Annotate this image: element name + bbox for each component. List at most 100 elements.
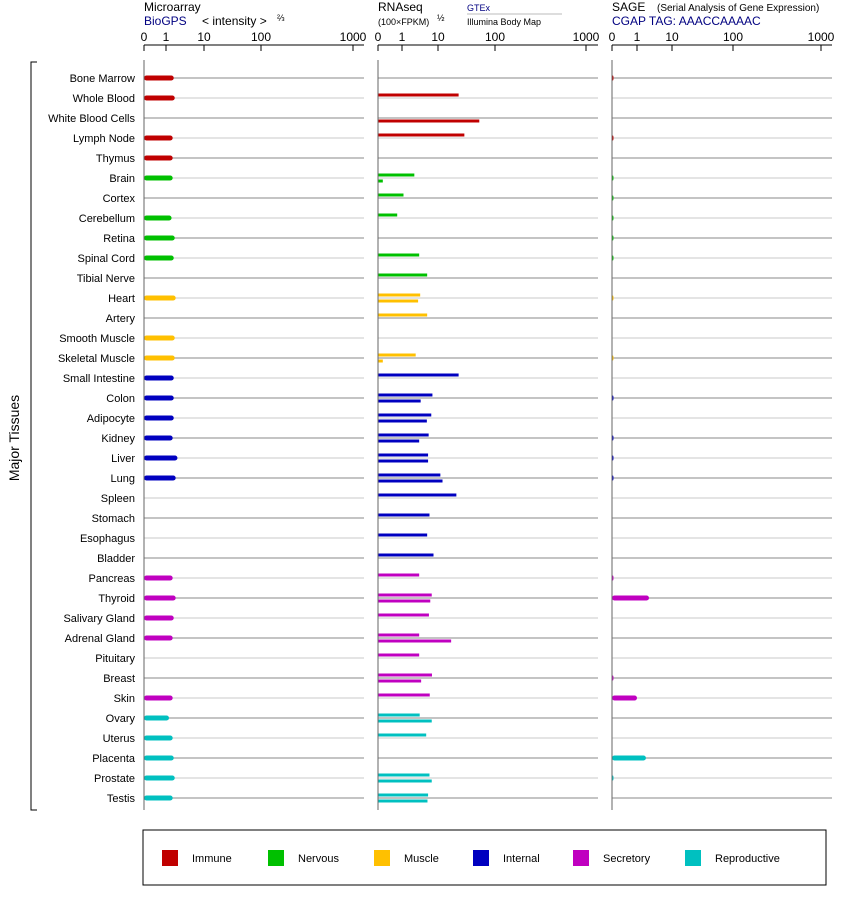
microarray-bar	[144, 375, 174, 381]
expression-bars	[144, 75, 649, 803]
rnaseq-ibm-bar	[378, 479, 443, 483]
y-axis-label: Major Tissues	[6, 395, 22, 481]
rnaseq-gtex-bar	[378, 373, 459, 377]
tissue-label-small-intestine: Small Intestine	[63, 373, 135, 385]
rnaseq-ibm-bar	[378, 779, 432, 783]
scale-tick-label: 10	[431, 30, 445, 44]
rnaseq-ibm-bar	[378, 299, 419, 303]
rnaseq-gtex-bar	[378, 773, 430, 777]
legend-box	[142, 829, 827, 886]
rnaseq-gtex-bar	[378, 313, 428, 317]
rnaseq-gtex-bar	[378, 793, 429, 797]
legend-swatch-internal	[473, 850, 489, 866]
rnaseq-gtex-bar	[378, 253, 420, 257]
tissue-label-retina: Retina	[103, 233, 136, 245]
rnaseq-gtex-bar	[378, 353, 416, 357]
legend-label-immune: Immune	[192, 853, 232, 865]
rnaseq-title: RNAseq	[378, 0, 423, 14]
tissue-labels: Bone Marrow Whole Blood White Blood Cells L…	[6, 61, 136, 811]
tissue-label-lung: Lung	[111, 473, 135, 485]
tissue-label-ovary: Ovary	[106, 713, 136, 725]
sage-title: SAGE	[612, 0, 645, 14]
rnaseq-ibm-bar	[378, 439, 420, 443]
rnaseq-scale-label: (100×FPKM)	[378, 17, 429, 27]
rnaseq-gtex-bar	[378, 433, 429, 437]
rnaseq-ibm-bar	[378, 679, 422, 683]
rnaseq-gtex-bar	[378, 513, 430, 517]
tissue-bracket	[30, 61, 37, 811]
microarray-bar	[144, 435, 173, 441]
tissue-label-esophagus: Esophagus	[80, 533, 136, 545]
rnaseq-gtex-bar	[378, 673, 432, 677]
tissue-label-brain: Brain	[109, 173, 135, 185]
rnaseq-gtex-bar	[378, 133, 465, 137]
microarray-bar	[144, 755, 174, 761]
rnaseq-gtex-bar	[378, 653, 420, 657]
sage-source: CGAP TAG: AAACCAAAAC	[612, 14, 761, 28]
tissue-label-placenta: Placenta	[92, 753, 136, 765]
tissue-label-skeletal-muscle: Skeletal Muscle	[58, 353, 135, 365]
tissue-label-cerebellum: Cerebellum	[79, 213, 135, 225]
rnaseq-gtex-bar	[378, 173, 415, 177]
tissue-label-testis: Testis	[107, 793, 136, 805]
rnaseq-source-ibm: Illumina Body Map	[467, 17, 541, 27]
rnaseq-ibm-bar	[378, 799, 428, 803]
tissue-label-adipocyte: Adipocyte	[87, 413, 135, 425]
tissue-label-whole-blood: Whole Blood	[73, 93, 135, 105]
microarray-bar	[144, 775, 175, 781]
legend: Immune Nervous Muscle Internal Secretory Repr…	[142, 829, 827, 886]
tissue-label-smooth-muscle: Smooth Muscle	[59, 333, 135, 345]
tissue-label-artery: Artery	[106, 313, 136, 325]
sage-subtitle: (Serial Analysis of Gene Expression)	[657, 3, 819, 14]
rnaseq-gtex-bar	[378, 593, 432, 597]
rnaseq-ibm-bar	[378, 399, 421, 403]
tissue-label-salivary-gland: Salivary Gland	[63, 613, 135, 625]
microarray-source: BioGPS	[144, 14, 187, 28]
microarray-bar	[144, 695, 173, 701]
rnaseq-gtex-bar	[378, 713, 420, 717]
legend-swatch-nervous	[268, 850, 284, 866]
rnaseq-ibm-bar	[378, 119, 480, 123]
rnaseq-gtex-bar	[378, 213, 398, 217]
rnaseq-ibm-bar	[378, 419, 427, 423]
rnaseq-gtex-bar	[378, 293, 421, 297]
rnaseq-gtex-bar	[378, 553, 434, 557]
sage-bar	[612, 755, 646, 761]
legend-swatch-reproductive	[685, 850, 701, 866]
microarray-bar	[144, 735, 173, 741]
microarray-scale-exponent: ⅔	[277, 13, 285, 23]
legend-label-internal: Internal	[503, 853, 540, 865]
microarray-bar	[144, 95, 175, 101]
microarray-bar	[144, 475, 176, 481]
tissue-label-kidney: Kidney	[101, 433, 135, 445]
tissue-label-white-blood-cells: White Blood Cells	[48, 113, 135, 125]
rnaseq-gtex-bar	[378, 733, 427, 737]
scale-tick-label: 1	[634, 30, 641, 44]
rnaseq-ibm-bar	[378, 459, 429, 463]
microarray-bar	[144, 395, 174, 401]
scale-tick-label: 1000	[340, 30, 367, 44]
rnaseq-gtex-bar	[378, 533, 428, 537]
panel-axes: 0 1 10 100 1000 0 1 10 100 1000 0 1 10 100 1000	[141, 30, 835, 810]
sage-bar	[612, 595, 649, 601]
microarray-bar	[144, 455, 178, 461]
rnaseq-gtex-bar	[378, 573, 420, 577]
tissue-label-bladder: Bladder	[97, 553, 135, 565]
microarray-bar	[144, 235, 175, 241]
microarray-bar	[144, 255, 174, 261]
microarray-bar	[144, 75, 174, 81]
microarray-bar	[144, 355, 175, 361]
microarray-bar	[144, 155, 173, 161]
legend-label-reproductive: Reproductive	[715, 853, 780, 865]
microarray-bar	[144, 595, 176, 601]
rnaseq-ibm-bar	[378, 359, 383, 363]
microarray-bar	[144, 335, 175, 341]
microarray-bar	[144, 715, 170, 721]
rnaseq-gtex-bar	[378, 493, 457, 497]
tissue-label-spleen: Spleen	[101, 493, 135, 505]
rnaseq-ibm-bar	[378, 599, 431, 603]
scale-tick-label: 10	[665, 30, 679, 44]
microarray-bar	[144, 295, 176, 301]
tissue-label-bone-marrow: Bone Marrow	[70, 73, 135, 85]
